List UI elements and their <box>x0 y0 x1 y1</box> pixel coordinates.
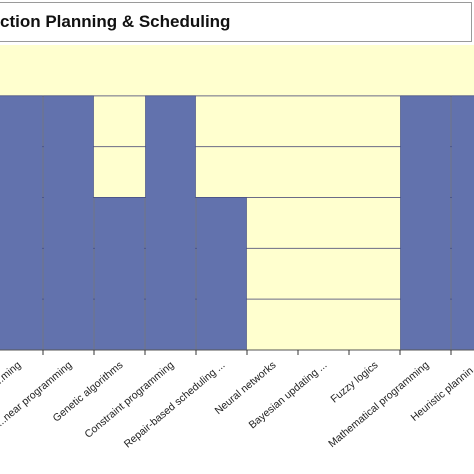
bar <box>94 197 145 351</box>
x-tick-label: Repair-based scheduling ... <box>122 359 228 450</box>
x-tick-label: ...ming <box>0 359 24 389</box>
bar <box>451 95 474 351</box>
x-tick-label: Constraint programming <box>82 359 176 441</box>
x-ticks <box>42 350 452 355</box>
bar <box>0 95 43 351</box>
bar <box>145 95 196 351</box>
chart-title-box: ction Planning & Scheduling <box>0 2 472 42</box>
bar <box>400 95 451 351</box>
bar <box>196 197 247 351</box>
bars <box>0 95 474 351</box>
x-tick-label: Mathematical programming <box>326 359 431 450</box>
x-tick-label: Fuzzy logics <box>328 359 380 405</box>
bar <box>43 95 94 351</box>
chart-title: ction Planning & Scheduling <box>0 12 231 31</box>
